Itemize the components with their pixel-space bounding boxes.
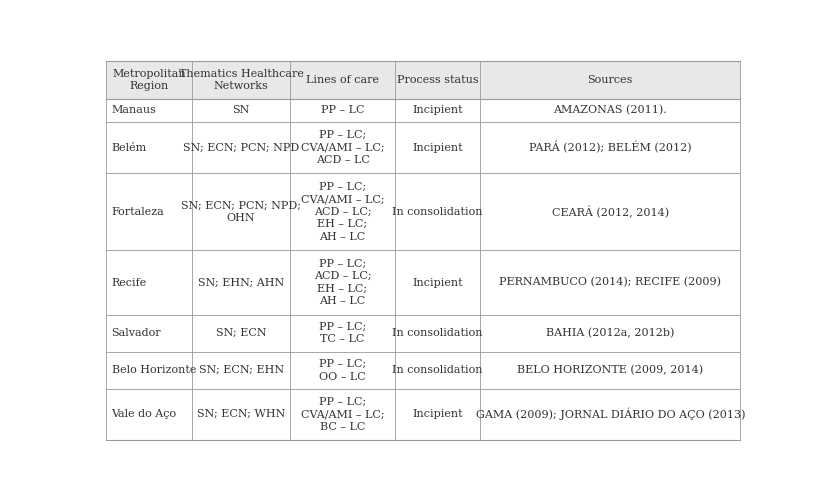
Text: PP – LC;
TC – LC: PP – LC; TC – LC [319, 322, 366, 344]
Text: CEARÁ (2012, 2014): CEARÁ (2012, 2014) [552, 205, 669, 218]
Text: PP – LC;
CVA/AMI – LC;
BC – LC: PP – LC; CVA/AMI – LC; BC – LC [301, 397, 384, 432]
Text: SN; ECN; PCN; NPD;
OHN: SN; ECN; PCN; NPD; OHN [181, 200, 301, 223]
Text: In consolidation: In consolidation [392, 328, 483, 338]
Text: Process status: Process status [396, 75, 478, 85]
Bar [107, 250, 740, 314]
Text: SN; ECN; WHN: SN; ECN; WHN [197, 409, 285, 419]
Text: Fortaleza: Fortaleza [112, 207, 164, 217]
Text: Lines of care: Lines of care [306, 75, 379, 85]
Text: PP – LC;
CVA/AMI – LC;
ACD – LC: PP – LC; CVA/AMI – LC; ACD – LC [301, 130, 384, 165]
Text: Thematics Healthcare
Networks: Thematics Healthcare Networks [178, 69, 304, 91]
Text: SN; ECN: SN; ECN [216, 328, 267, 338]
Bar [107, 62, 740, 99]
Text: PP – LC: PP – LC [320, 106, 364, 116]
Bar [107, 352, 740, 389]
Text: PP – LC;
ACD – LC;
EH – LC;
AH – LC: PP – LC; ACD – LC; EH – LC; AH – LC [314, 259, 372, 306]
Text: AMAZONAS (2011).: AMAZONAS (2011). [553, 105, 667, 116]
Text: Sources: Sources [587, 75, 633, 85]
Text: SN; EHN; AHN: SN; EHN; AHN [198, 278, 284, 288]
Text: PP – LC;
OO – LC: PP – LC; OO – LC [319, 359, 366, 381]
Text: Incipient: Incipient [412, 278, 463, 288]
Text: GAMA (2009); JORNAL DIÁRIO DO AÇO (2013): GAMA (2009); JORNAL DIÁRIO DO AÇO (2013) [476, 408, 745, 421]
Text: SN: SN [232, 106, 249, 116]
Text: Incipient: Incipient [412, 409, 463, 419]
Bar [107, 389, 740, 439]
Text: BAHIA (2012a, 2012b): BAHIA (2012a, 2012b) [546, 328, 675, 338]
Text: SN; ECN; PCN; NPD: SN; ECN; PCN; NPD [183, 143, 299, 153]
Text: PERNAMBUCO (2014); RECIFE (2009): PERNAMBUCO (2014); RECIFE (2009) [499, 277, 721, 288]
Text: Metropolitan
Region: Metropolitan Region [112, 69, 186, 91]
Text: Vale do Aço: Vale do Aço [112, 409, 177, 419]
Text: Manaus: Manaus [112, 106, 156, 116]
Bar [107, 314, 740, 352]
Text: PARÁ (2012); BELÉM (2012): PARÁ (2012); BELÉM (2012) [529, 141, 691, 154]
Bar [107, 99, 740, 123]
Bar [107, 173, 740, 250]
Text: In consolidation: In consolidation [392, 366, 483, 375]
Text: SN; ECN; EHN: SN; ECN; EHN [198, 366, 283, 375]
Bar [107, 123, 740, 173]
Text: Incipient: Incipient [412, 143, 463, 153]
Text: Belo Horizonte: Belo Horizonte [112, 366, 196, 375]
Text: In consolidation: In consolidation [392, 207, 483, 217]
Text: BELO HORIZONTE (2009, 2014): BELO HORIZONTE (2009, 2014) [517, 365, 704, 375]
Text: Recife: Recife [112, 278, 147, 288]
Text: Incipient: Incipient [412, 106, 463, 116]
Text: Salvador: Salvador [112, 328, 161, 338]
Text: PP – LC;
CVA/AMI – LC;
ACD – LC;
EH – LC;
AH – LC: PP – LC; CVA/AMI – LC; ACD – LC; EH – LC… [301, 182, 384, 242]
Text: Belém: Belém [112, 143, 147, 153]
